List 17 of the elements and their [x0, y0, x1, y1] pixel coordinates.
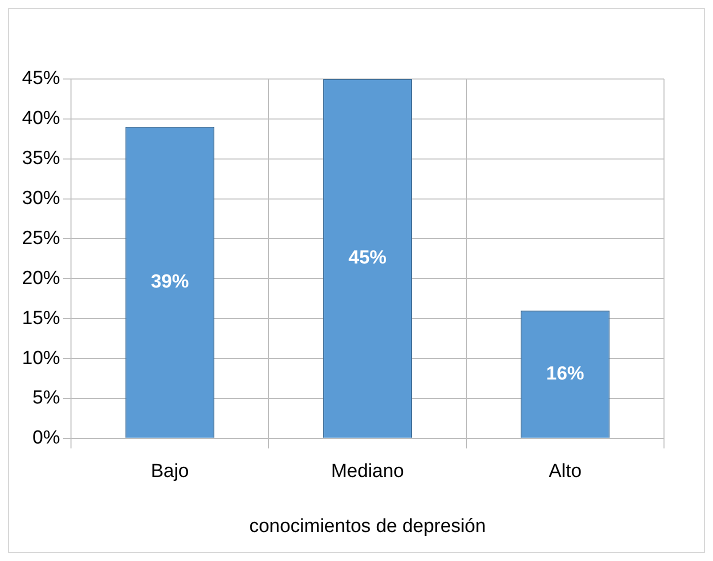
y-tick-label: 10% [22, 348, 60, 369]
x-tick-label: Alto [548, 461, 582, 482]
y-tick-label: 0% [32, 428, 60, 449]
y-tick-label: 15% [22, 308, 60, 329]
x-axis-title: conocimientos de depresión [249, 516, 486, 537]
data-label: 39% [150, 272, 189, 293]
y-tick-label: 40% [22, 108, 60, 130]
y-tick-label: 25% [22, 228, 60, 249]
y-tick-label: 5% [32, 388, 60, 409]
y-tick-label: 20% [22, 268, 60, 289]
x-tick-label: Bajo [150, 461, 189, 482]
data-label: 16% [546, 363, 584, 384]
data-label: 45% [348, 248, 387, 269]
y-tick-label: 45% [22, 68, 60, 90]
x-tick-label: Mediano [331, 461, 404, 482]
y-tick-label: 30% [22, 188, 60, 210]
y-tick-label: 35% [22, 148, 60, 170]
